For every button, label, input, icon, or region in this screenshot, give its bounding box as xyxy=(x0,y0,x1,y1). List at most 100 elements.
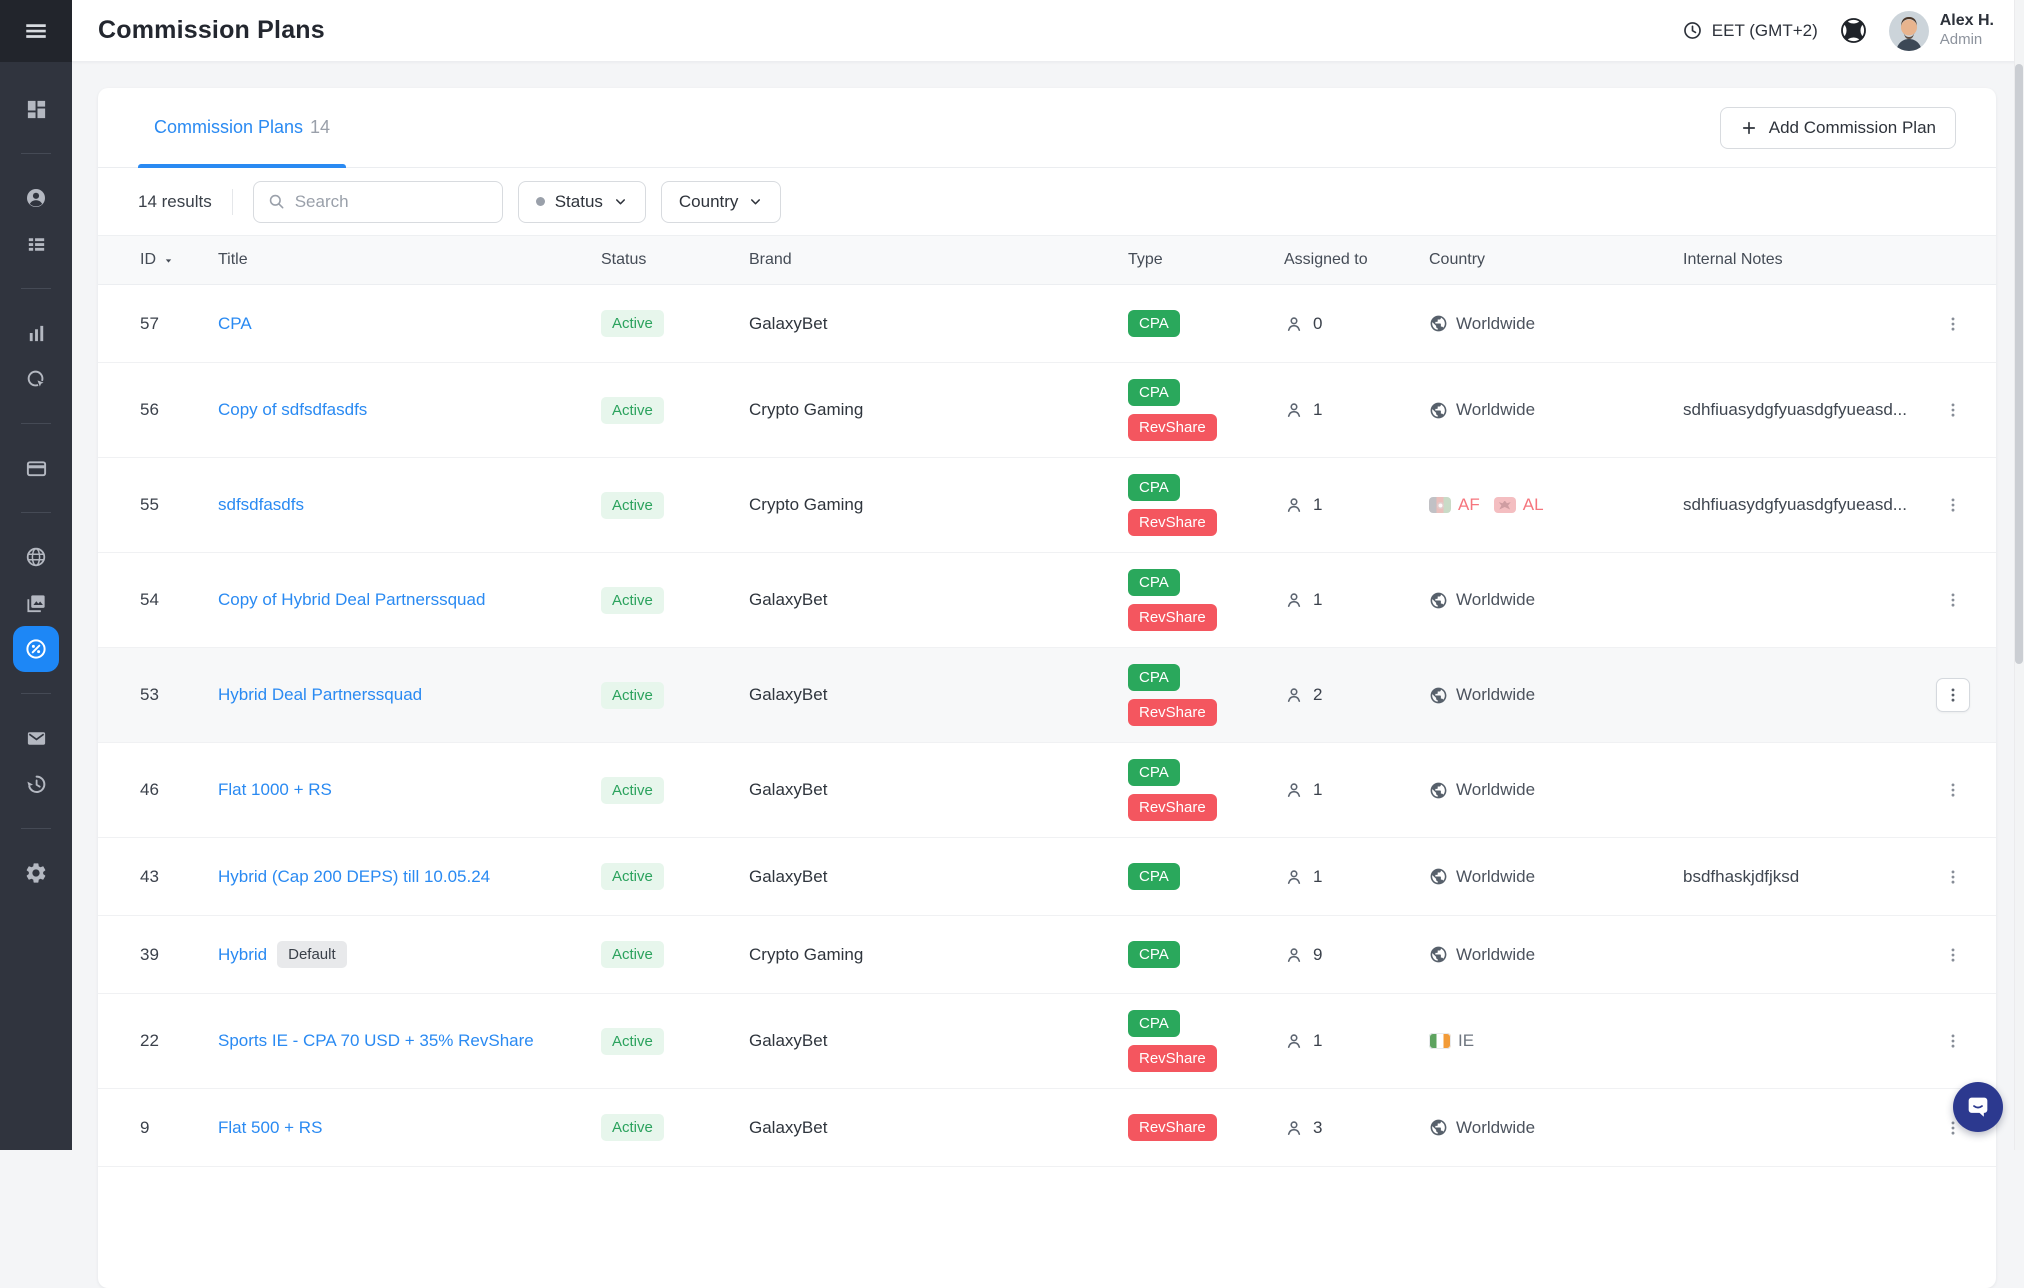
country-label: Worldwide xyxy=(1456,867,1535,887)
assigned-count: 0 xyxy=(1313,314,1322,334)
list-icon xyxy=(25,233,48,256)
type-badge: RevShare xyxy=(1128,1114,1217,1141)
country-label: Worldwide xyxy=(1456,685,1535,705)
type-badge: CPA xyxy=(1128,379,1180,406)
row-actions-kebab-icon[interactable] xyxy=(1936,860,1970,894)
chat-widget-button[interactable] xyxy=(1953,1082,2003,1132)
country-label: Worldwide xyxy=(1456,1118,1535,1138)
plan-title-link[interactable]: Flat 500 + RS xyxy=(218,1118,322,1138)
status-filter-dropdown[interactable]: Status xyxy=(518,181,646,223)
worldwide-globe-icon xyxy=(1429,591,1448,610)
results-count: 14 results xyxy=(138,192,212,212)
person-icon xyxy=(1284,400,1304,420)
brand-label: GalaxyBet xyxy=(749,314,827,334)
person-icon xyxy=(1284,780,1304,800)
sidebar-item-list[interactable] xyxy=(13,221,59,267)
row-actions-kebab-icon[interactable] xyxy=(1936,393,1970,427)
brand-label: Crypto Gaming xyxy=(749,945,863,965)
plan-title-link[interactable]: Sports IE - CPA 70 USD + 35% RevShare xyxy=(218,1031,534,1051)
row-actions-kebab-icon[interactable] xyxy=(1936,773,1970,807)
timezone-selector[interactable]: EET (GMT+2) xyxy=(1682,20,1818,41)
bar-chart-icon xyxy=(25,322,48,345)
sidebar xyxy=(0,0,72,1150)
plus-icon xyxy=(1740,119,1758,137)
row-id: 57 xyxy=(140,314,159,334)
brand-label: Crypto Gaming xyxy=(749,495,863,515)
person-icon xyxy=(1284,1118,1304,1138)
country-label: Worldwide xyxy=(1456,945,1535,965)
internal-notes: sdhfiuasydgfyuasdgfyueasd... xyxy=(1683,495,1907,515)
person-icon xyxy=(1284,495,1304,515)
scrollbar-track[interactable] xyxy=(2014,0,2024,1150)
plan-title-link[interactable]: CPA xyxy=(218,314,252,334)
add-commission-plan-button[interactable]: Add Commission Plan xyxy=(1720,107,1956,149)
status-dot-icon xyxy=(536,197,545,206)
status-badge: Active xyxy=(601,397,664,424)
sidebar-item-mail[interactable] xyxy=(13,715,59,761)
worldwide-globe-icon xyxy=(1429,686,1448,705)
plan-title-link[interactable]: Flat 1000 + RS xyxy=(218,780,332,800)
sidebar-item-history[interactable] xyxy=(13,761,59,807)
row-actions-kebab-icon[interactable] xyxy=(1936,307,1970,341)
scrollbar-thumb[interactable] xyxy=(2015,64,2023,664)
status-badge: Active xyxy=(601,777,664,804)
brand-label: Crypto Gaming xyxy=(749,400,863,420)
history-icon xyxy=(24,772,48,796)
sidebar-item-percent[interactable] xyxy=(13,626,59,672)
user-menu[interactable]: Alex H. Admin xyxy=(1889,11,1994,51)
plan-title-link[interactable]: Hybrid Deal Partnerssquad xyxy=(218,685,422,705)
column-header-status: Status xyxy=(601,251,749,269)
status-badge: Active xyxy=(601,1114,664,1141)
filters-toolbar: 14 results Status Country xyxy=(98,168,1996,235)
type-badge: RevShare xyxy=(1128,1045,1217,1072)
search-input[interactable] xyxy=(295,192,489,212)
row-actions-kebab-icon[interactable] xyxy=(1936,488,1970,522)
column-header-brand: Brand xyxy=(749,251,1128,269)
sidebar-item-globe[interactable] xyxy=(13,534,59,580)
sidebar-item-credit-card[interactable] xyxy=(13,445,59,491)
commission-plans-card: Commission Plans 14 Add Commission Plan … xyxy=(98,88,1996,1288)
flag-al-icon xyxy=(1494,497,1516,513)
tab-count: 14 xyxy=(310,117,330,138)
country-filter-dropdown[interactable]: Country xyxy=(661,181,782,223)
tab-commission-plans[interactable]: Commission Plans 14 xyxy=(138,88,346,168)
sidebar-item-bar-chart[interactable] xyxy=(13,310,59,356)
row-actions-kebab-icon[interactable] xyxy=(1936,678,1970,712)
row-id: 54 xyxy=(140,590,159,610)
column-header-id[interactable]: ID xyxy=(140,251,218,269)
internal-notes: bsdfhaskjdfjksd xyxy=(1683,867,1799,887)
sidebar-item-media[interactable] xyxy=(13,580,59,626)
status-filter-label: Status xyxy=(555,192,603,212)
worldwide-globe-icon xyxy=(1429,401,1448,420)
plan-title-link[interactable]: Hybrid xyxy=(218,945,267,965)
plan-title-link[interactable]: Hybrid (Cap 200 DEPS) till 10.05.24 xyxy=(218,867,490,887)
sidebar-header xyxy=(0,0,72,62)
account-icon xyxy=(24,186,48,210)
plan-title-link[interactable]: sdfsdfasdfs xyxy=(218,495,304,515)
row-actions-kebab-icon[interactable] xyxy=(1936,938,1970,972)
country-code: AL xyxy=(1523,495,1544,515)
sidebar-item-dashboard[interactable] xyxy=(13,86,59,132)
flag-af-icon xyxy=(1429,497,1451,513)
sidebar-item-settings[interactable] xyxy=(13,850,59,896)
table-row: 56 Copy of sdfsdfasdfs Active Crypto Gaming… xyxy=(98,363,1996,458)
plan-title-link[interactable]: Copy of sdfsdfasdfs xyxy=(218,400,367,420)
person-icon xyxy=(1284,685,1304,705)
status-badge: Active xyxy=(601,682,664,709)
row-actions-kebab-icon[interactable] xyxy=(1936,583,1970,617)
row-actions-kebab-icon[interactable] xyxy=(1936,1024,1970,1058)
plan-title-link[interactable]: Copy of Hybrid Deal Partnerssquad xyxy=(218,590,485,610)
hamburger-menu-icon[interactable] xyxy=(13,8,59,54)
person-icon xyxy=(1284,590,1304,610)
sidebar-item-account[interactable] xyxy=(13,175,59,221)
row-id: 56 xyxy=(140,400,159,420)
language-globe-icon[interactable] xyxy=(1840,17,1867,44)
internal-notes: sdhfiuasydgfyuasdgfyueasd... xyxy=(1683,400,1907,420)
default-chip: Default xyxy=(277,941,347,968)
sidebar-item-target[interactable] xyxy=(13,356,59,402)
